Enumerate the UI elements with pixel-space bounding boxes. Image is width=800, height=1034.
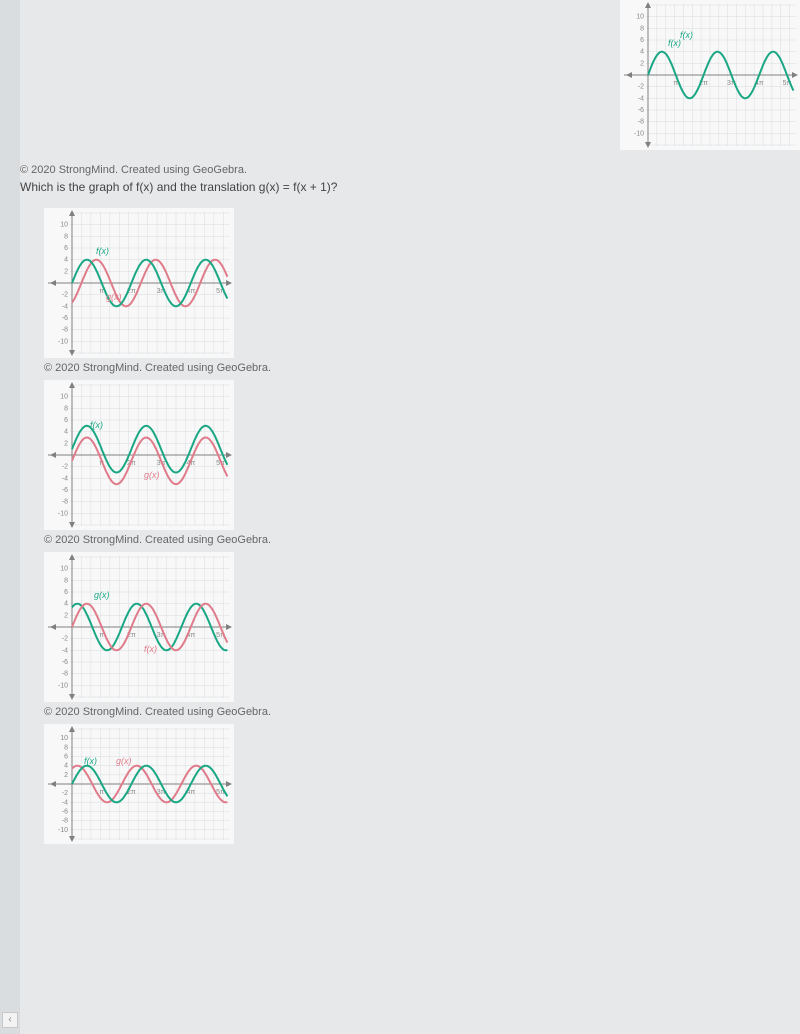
option-chart-1: 108642-2-4-6-8-10π2π3π4π5πf(x)g(x): [44, 208, 234, 358]
svg-text:8: 8: [640, 25, 644, 32]
svg-text:g(x): g(x): [94, 590, 110, 600]
svg-text:8: 8: [64, 577, 68, 584]
svg-text:-4: -4: [638, 95, 644, 102]
copyright-2: © 2020 StrongMind. Created using GeoGebr…: [44, 534, 800, 546]
svg-text:π: π: [99, 789, 104, 796]
svg-text:g(x): g(x): [116, 756, 132, 766]
svg-text:f(x): f(x): [84, 756, 97, 766]
svg-text:10: 10: [60, 566, 68, 573]
svg-text:-2: -2: [638, 84, 644, 91]
copyright-3: © 2020 StrongMind. Created using GeoGebr…: [44, 706, 800, 718]
svg-text:4: 4: [640, 49, 644, 56]
svg-text:-4: -4: [62, 303, 68, 310]
svg-text:-10: -10: [58, 827, 68, 834]
svg-text:-6: -6: [62, 659, 68, 666]
svg-text:10: 10: [60, 222, 68, 229]
svg-text:8: 8: [64, 233, 68, 240]
svg-text:2: 2: [64, 440, 68, 447]
svg-text:-2: -2: [62, 464, 68, 471]
svg-text:-8: -8: [62, 818, 68, 825]
svg-text:4: 4: [64, 429, 68, 436]
copyright-1: © 2020 StrongMind. Created using GeoGebr…: [44, 362, 800, 374]
svg-text:10: 10: [60, 735, 68, 742]
svg-text:-6: -6: [62, 809, 68, 816]
svg-text:2: 2: [64, 612, 68, 619]
svg-text:-10: -10: [634, 130, 644, 137]
svg-text:-8: -8: [62, 671, 68, 678]
svg-text:-4: -4: [62, 799, 68, 806]
svg-text:g(x): g(x): [144, 470, 160, 480]
question-text: Which is the graph of f(x) and the trans…: [20, 180, 800, 194]
page-body: 108642-2-4-6-8-10π2π3π4π5πf(x)f(x) © 202…: [20, 0, 800, 1034]
svg-text:8: 8: [64, 744, 68, 751]
chevron-left-icon: ‹: [8, 1014, 11, 1025]
option-chart-2: 108642-2-4-6-8-10π2π3π4π5πf(x)g(x): [44, 380, 234, 530]
svg-text:f(x): f(x): [96, 246, 109, 256]
svg-text:-10: -10: [58, 510, 68, 517]
svg-text:-2: -2: [62, 636, 68, 643]
option-chart-3: 108642-2-4-6-8-10π2π3π4π5πg(x)f(x): [44, 552, 234, 702]
svg-text:-6: -6: [62, 487, 68, 494]
svg-text:4: 4: [64, 763, 68, 770]
reference-chart: 108642-2-4-6-8-10π2π3π4π5πf(x)f(x): [620, 0, 800, 150]
copyright-top: © 2020 StrongMind. Created using GeoGebr…: [20, 164, 800, 176]
svg-text:-10: -10: [58, 338, 68, 345]
svg-text:-8: -8: [62, 499, 68, 506]
svg-text:-10: -10: [58, 682, 68, 689]
answer-option-4[interactable]: 108642-2-4-6-8-10π2π3π4π5πf(x)g(x): [44, 724, 800, 844]
svg-text:-6: -6: [638, 107, 644, 114]
svg-text:g(x): g(x): [106, 292, 122, 302]
svg-text:6: 6: [64, 417, 68, 424]
svg-text:-8: -8: [638, 119, 644, 126]
svg-text:-4: -4: [62, 647, 68, 654]
option-chart-4: 108642-2-4-6-8-10π2π3π4π5πf(x)g(x): [44, 724, 234, 844]
svg-text:4: 4: [64, 601, 68, 608]
svg-text:2: 2: [640, 60, 644, 67]
svg-text:f(x): f(x): [90, 420, 103, 430]
svg-text:4: 4: [64, 257, 68, 264]
svg-text:6: 6: [64, 589, 68, 596]
answer-option-2[interactable]: 108642-2-4-6-8-10π2π3π4π5πf(x)g(x) © 202…: [44, 380, 800, 546]
answer-option-3[interactable]: 108642-2-4-6-8-10π2π3π4π5πg(x)f(x) © 202…: [44, 552, 800, 718]
svg-text:2: 2: [64, 772, 68, 779]
svg-text:f(x): f(x): [144, 644, 157, 654]
answer-option-1[interactable]: 108642-2-4-6-8-10π2π3π4π5πf(x)g(x) © 202…: [44, 208, 800, 374]
svg-text:f(x): f(x): [680, 30, 693, 40]
scroll-left-button[interactable]: ‹: [2, 1012, 18, 1028]
svg-text:-4: -4: [62, 475, 68, 482]
svg-text:2: 2: [64, 268, 68, 275]
svg-text:-2: -2: [62, 790, 68, 797]
svg-text:8: 8: [64, 405, 68, 412]
svg-text:6: 6: [64, 245, 68, 252]
svg-text:-8: -8: [62, 327, 68, 334]
main-content: © 2020 StrongMind. Created using GeoGebr…: [20, 160, 800, 850]
svg-text:-6: -6: [62, 315, 68, 322]
svg-text:10: 10: [636, 14, 644, 21]
svg-text:10: 10: [60, 394, 68, 401]
svg-text:6: 6: [64, 754, 68, 761]
svg-text:-2: -2: [62, 292, 68, 299]
svg-text:6: 6: [640, 37, 644, 44]
